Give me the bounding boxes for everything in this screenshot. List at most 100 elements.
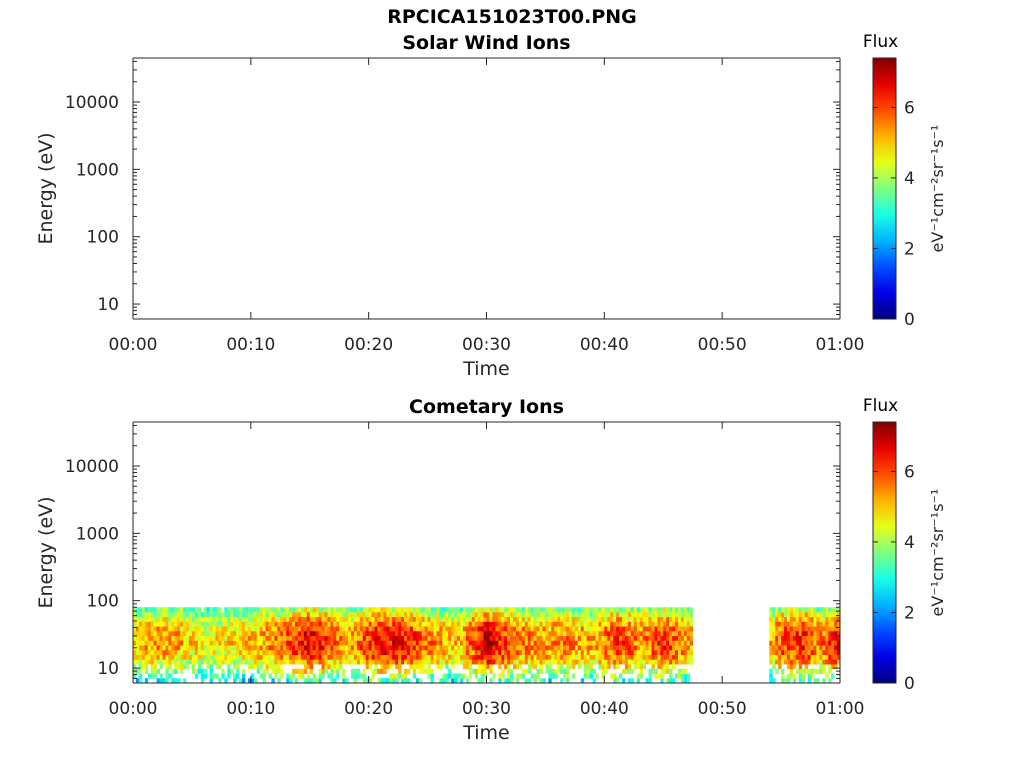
heatmap-cell <box>610 645 614 651</box>
heatmap-cell <box>386 678 390 684</box>
heatmap-cell <box>141 611 146 618</box>
heatmap-cell <box>418 621 423 627</box>
heatmap-cell <box>183 640 187 646</box>
heatmap-cell <box>527 659 532 665</box>
heatmap-cell <box>548 678 552 684</box>
heatmap-cell <box>666 607 670 613</box>
heatmap-cell <box>486 611 490 618</box>
heatmap-cell <box>507 635 511 641</box>
heatmap-cell <box>530 673 535 679</box>
heatmap-cell <box>262 626 266 632</box>
heatmap-cell <box>683 630 688 637</box>
heatmap-cell <box>371 649 375 655</box>
heatmap-cell <box>804 611 808 618</box>
heatmap-cell <box>371 607 375 613</box>
heatmap-cell <box>362 678 367 684</box>
heatmap-cell <box>642 616 646 622</box>
heatmap-cell <box>427 626 431 632</box>
heatmap-cell <box>418 659 423 665</box>
heatmap-cell <box>365 616 370 622</box>
heatmap-cell <box>401 640 405 646</box>
heatmap-cell <box>350 621 355 627</box>
heatmap-cell <box>274 611 278 618</box>
heatmap-cell <box>557 668 561 674</box>
heatmap-cell <box>318 607 322 613</box>
heatmap-cell <box>601 649 605 655</box>
heatmap-cell <box>392 616 396 622</box>
heatmap-cell <box>386 626 390 632</box>
colorbar-unit-label: eV⁻¹cm⁻²sr⁻¹s⁻¹ <box>928 125 947 253</box>
heatmap-cell <box>415 654 420 660</box>
heatmap-cell <box>398 626 402 632</box>
heatmap-cell <box>286 630 290 637</box>
heatmap-cell <box>377 649 381 655</box>
heatmap-cell <box>436 654 440 660</box>
heatmap-cell <box>459 611 464 618</box>
heatmap-cell <box>660 626 664 632</box>
heatmap-cell <box>156 659 160 665</box>
heatmap-cell <box>239 621 243 627</box>
heatmap-cell <box>507 659 511 665</box>
heatmap-cell <box>669 635 673 641</box>
heatmap-cell <box>168 640 172 646</box>
heatmap-cell <box>303 640 308 646</box>
heatmap-cell <box>365 640 370 646</box>
heatmap-cell <box>462 621 467 627</box>
heatmap-cell <box>233 640 237 646</box>
heatmap-cell <box>498 635 502 641</box>
heatmap-cell <box>677 611 682 618</box>
heatmap-cell <box>265 616 269 622</box>
heatmap-cell <box>468 611 473 618</box>
heatmap-cell <box>339 611 343 618</box>
heatmap-cell <box>645 640 649 646</box>
heatmap-cell <box>368 678 373 684</box>
heatmap-cell <box>501 630 505 637</box>
heatmap-cell <box>465 626 470 632</box>
heatmap-cell <box>669 640 673 646</box>
heatmap-cell <box>321 611 325 618</box>
heatmap-cell <box>212 645 216 651</box>
heatmap-cell <box>300 607 305 613</box>
heatmap-cell <box>837 611 841 618</box>
heatmap-cell <box>250 649 255 655</box>
heatmap-cell <box>495 616 499 622</box>
heatmap-cell <box>786 659 791 665</box>
heatmap-cell <box>286 616 290 622</box>
heatmap-cell <box>424 640 428 646</box>
heatmap-cell <box>365 659 370 665</box>
heatmap-cell <box>324 626 328 632</box>
heatmap-cell <box>156 630 160 637</box>
heatmap-cell <box>144 607 149 613</box>
heatmap-cell <box>418 640 423 646</box>
heatmap-cell <box>683 673 688 679</box>
heatmap-cell <box>242 659 246 665</box>
heatmap-cell <box>613 645 617 651</box>
heatmap-cell <box>689 640 694 646</box>
heatmap-cell <box>312 654 317 660</box>
heatmap-cell <box>383 654 387 660</box>
heatmap-cell <box>480 678 484 684</box>
heatmap-cell <box>177 659 181 665</box>
heatmap-cell <box>289 621 293 627</box>
heatmap-cell <box>265 630 269 637</box>
heatmap-cell <box>486 635 490 641</box>
heatmap-cell <box>374 664 378 670</box>
heatmap-cell <box>353 626 358 632</box>
heatmap-cell <box>554 668 558 674</box>
heatmap-cell <box>150 616 155 622</box>
heatmap-cell <box>477 616 482 622</box>
heatmap-cell <box>648 640 652 646</box>
heatmap-cell <box>560 654 564 660</box>
heatmap-cell <box>174 668 178 674</box>
heatmap-cell <box>318 649 322 655</box>
heatmap-cell <box>630 640 635 646</box>
heatmap-cell <box>828 626 832 632</box>
heatmap-cell <box>433 611 437 618</box>
heatmap-cell <box>837 640 841 646</box>
heatmap-cell <box>174 630 178 637</box>
heatmap-cell <box>436 659 440 665</box>
heatmap-cell <box>295 645 299 651</box>
heatmap-cell <box>834 635 838 641</box>
heatmap-cell <box>236 630 240 637</box>
heatmap-cell <box>657 649 661 655</box>
